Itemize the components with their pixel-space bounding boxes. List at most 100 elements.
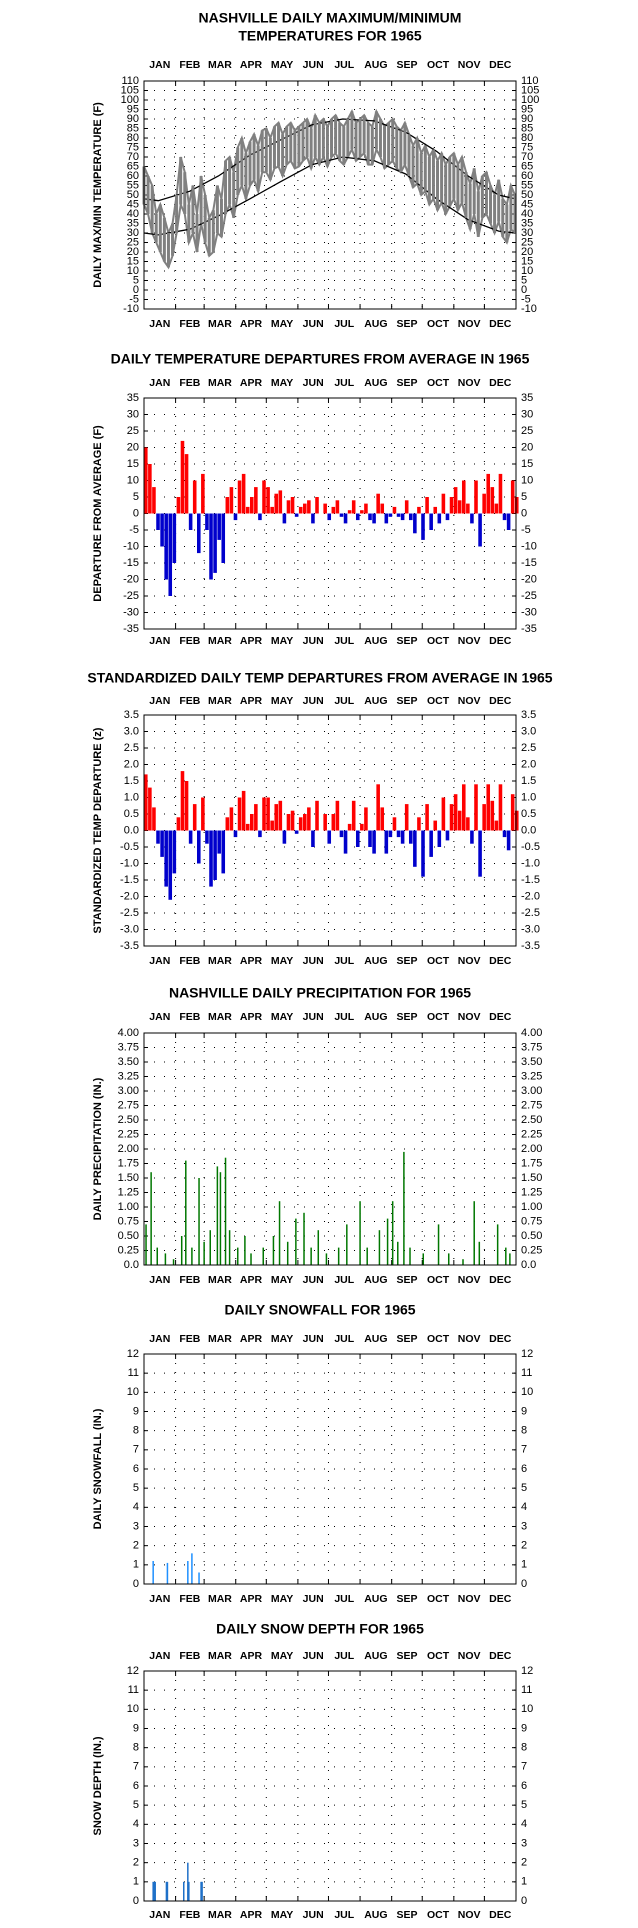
bar [221, 830, 226, 874]
bar [498, 473, 503, 514]
y-tick-label-right: -10 [521, 540, 537, 552]
y-tick-label: 8 [133, 1425, 139, 1437]
month-label-top: APR [240, 59, 263, 71]
month-label-bottom: SEP [396, 1909, 417, 1921]
bar [433, 506, 438, 514]
month-label-bottom: NOV [458, 318, 481, 330]
month-label-bottom: OCT [427, 635, 450, 647]
bar [233, 830, 238, 838]
y-tick-label: 2 [133, 1540, 139, 1552]
bar [152, 807, 156, 831]
month-label-bottom: DEC [489, 1274, 512, 1286]
y-tick-label: 0.0 [124, 1259, 139, 1271]
bar [311, 513, 315, 524]
y-tick-label: 1.25 [118, 1186, 139, 1198]
y-tick-label-right: 11 [521, 1367, 532, 1379]
month-label-bottom: SEP [396, 635, 417, 647]
bar [160, 830, 164, 857]
month-label-top: MAR [208, 1650, 232, 1662]
month-label-top: OCT [427, 377, 450, 389]
y-tick-label: 70 [127, 151, 139, 163]
y-axis-label: DAILY PRECIPITATION (IN.) [92, 1077, 104, 1220]
month-label-top: SEP [396, 695, 417, 707]
y-tick-label: 8 [133, 1742, 139, 1754]
y-tick-label: -3.5 [120, 940, 139, 952]
bar [258, 830, 262, 838]
y-tick-label-right: 0 [521, 1578, 527, 1590]
y-tick-label: 15 [127, 255, 139, 267]
y-tick-label-right: 20 [521, 441, 533, 453]
bar [339, 513, 344, 517]
month-label-bottom: JAN [149, 955, 170, 967]
y-tick-label-right: -3.0 [521, 923, 540, 935]
y-tick-label: 6 [133, 1780, 139, 1792]
bar [327, 513, 332, 521]
bar [245, 506, 250, 514]
y-tick-label-right: 0.75 [521, 1215, 542, 1227]
y-tick-label: 0.25 [118, 1244, 139, 1256]
month-label-top: MAY [271, 1011, 293, 1023]
y-axis-label: STANDARDIZED TEMP DEPARTURE (z) [92, 727, 104, 933]
month-label-bottom: NOV [458, 955, 481, 967]
y-tick-label-right: 5 [521, 274, 527, 286]
bar [209, 513, 213, 580]
bar [506, 830, 511, 851]
month-label-top: APR [240, 1011, 263, 1023]
y-tick-label: 5 [133, 274, 139, 286]
y-tick-label-right: 5 [521, 491, 527, 503]
bar [266, 487, 270, 514]
bar [502, 830, 507, 838]
month-label-top: JUN [303, 695, 324, 707]
month-label-bottom: MAY [271, 1593, 293, 1605]
y-tick-label-right: 2.0 [521, 758, 536, 770]
bar [413, 513, 417, 534]
bar [413, 830, 417, 867]
bar [417, 506, 421, 514]
bar [262, 480, 266, 514]
bar [315, 800, 319, 831]
bar [380, 807, 385, 831]
y-tick-label-right: 12 [521, 1665, 533, 1677]
bar [437, 830, 442, 847]
month-label-bottom: OCT [427, 318, 450, 330]
bar [490, 487, 495, 514]
y-tick-label-right: 10 [521, 474, 533, 486]
bar [282, 830, 287, 844]
y-tick-label-right: 0.50 [521, 1230, 542, 1242]
month-label-bottom: MAR [208, 1274, 232, 1286]
bar [245, 823, 250, 831]
month-label-top: NOV [458, 377, 481, 389]
month-label-top: NOV [458, 59, 481, 71]
bar [372, 830, 376, 854]
y-tick-label: 90 [127, 113, 139, 125]
bar [172, 513, 177, 563]
y-tick-label-right: 0.25 [521, 1244, 542, 1256]
y-tick-label: 4.00 [118, 1027, 139, 1039]
bar [184, 454, 189, 514]
month-label-top: DEC [489, 695, 512, 707]
y-tick-label: 95 [127, 103, 139, 115]
y-tick-label: 2.0 [124, 758, 139, 770]
bar [307, 807, 311, 831]
bar [392, 506, 397, 514]
month-label-bottom: APR [240, 1274, 263, 1286]
y-tick-label: 2.50 [118, 1114, 139, 1126]
month-label-top: DEC [489, 377, 512, 389]
y-tick-label: 3.50 [118, 1056, 139, 1068]
month-label-top: AUG [364, 1333, 387, 1345]
y-tick-label-right: 105 [521, 84, 539, 96]
chart-title: DAILY TEMPERATURE DEPARTURES FROM AVERAG… [111, 351, 530, 367]
y-tick-label-right: 3 [521, 1837, 527, 1849]
bar [249, 497, 254, 514]
bar [490, 800, 495, 831]
month-label-bottom: JUL [334, 1593, 354, 1605]
y-tick-label-right: 4 [521, 1501, 527, 1513]
y-tick-label-right: 35 [521, 392, 533, 404]
month-label-top: SEP [396, 1011, 417, 1023]
y-tick-label-right: 3.75 [521, 1041, 542, 1053]
bar [368, 513, 372, 521]
bar [205, 830, 209, 844]
bar [343, 830, 348, 854]
month-label-top: SEP [396, 59, 417, 71]
